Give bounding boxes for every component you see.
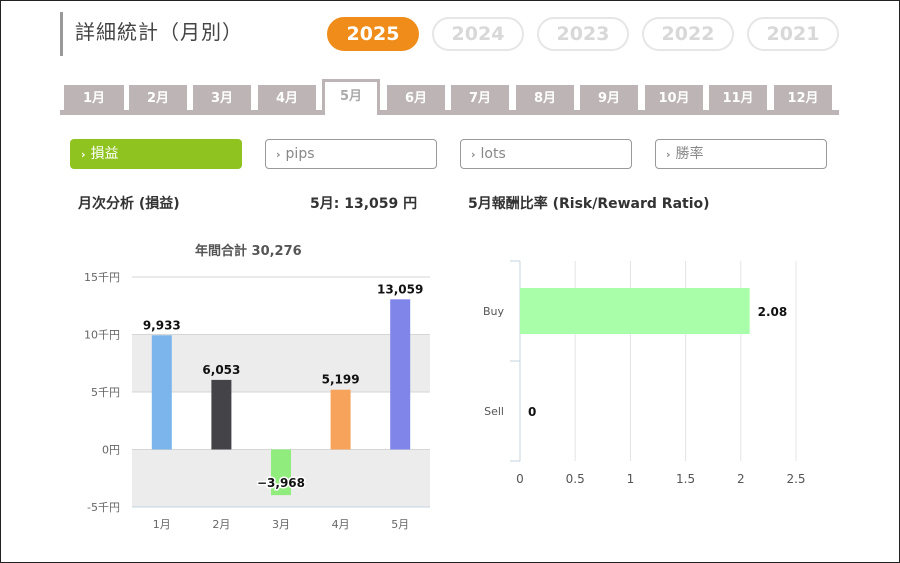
y-tick-label: Sell (484, 405, 504, 418)
data-label: 9,933 (143, 318, 181, 332)
x-tick-label: 3月 (272, 518, 290, 531)
x-tick-label: 1 (627, 472, 635, 486)
tab-month-2[interactable]: 2月 (129, 85, 187, 112)
metric-tab-pips[interactable]: › pips (265, 139, 437, 169)
bar (390, 299, 411, 450)
tab-month-3[interactable]: 3月 (193, 85, 251, 112)
tab-month-8[interactable]: 8月 (516, 85, 574, 112)
x-tick-label: 0.5 (566, 472, 585, 486)
metric-tab-lots[interactable]: › lots (460, 139, 632, 169)
x-tick-label: 5月 (391, 518, 409, 531)
data-label: 0 (528, 405, 536, 419)
tab-month-10[interactable]: 10月 (645, 85, 703, 112)
year-button-2022[interactable]: 2022 (642, 17, 734, 51)
data-label: 2.08 (758, 305, 788, 319)
tab-month-5[interactable]: 5月 (322, 79, 380, 115)
y-tick-label: 10千円 (84, 329, 120, 342)
tab-month-9[interactable]: 9月 (580, 85, 638, 112)
y-tick-label: Buy (483, 305, 505, 318)
data-label: −3,968 (257, 476, 305, 490)
page-title: 詳細統計（月別） (75, 20, 243, 44)
chevron-right-icon: › (471, 148, 476, 161)
tab-month-7[interactable]: 7月 (451, 85, 509, 112)
x-tick-label: 2 (737, 472, 745, 486)
monthly-profit-chart: 15千円 10千円 5千円 0円 -5千円 9,933 1月 6,053 2月 −3,968 3月 5… (84, 271, 430, 531)
y-tick-label: 5千円 (91, 386, 120, 399)
chevron-right-icon: › (81, 148, 86, 161)
risk-reward-chart: 0 0.5 1 1.5 2 2.5 Buy 2.08 Sell 0 (483, 260, 806, 486)
x-tick-label: 2月 (212, 518, 230, 531)
x-tick-label: 1月 (153, 518, 171, 531)
metric-tab-profit[interactable]: › 損益 (70, 139, 242, 169)
y-tick-label: 0円 (102, 444, 120, 457)
year-button-2023[interactable]: 2023 (537, 17, 629, 51)
bar (520, 288, 750, 334)
annual-total-title: 年間合計 30,276 (195, 244, 302, 259)
plot-band (132, 334, 430, 392)
metric-tab-label: lots (480, 146, 506, 162)
year-button-2025[interactable]: 2025 (327, 17, 419, 51)
data-label: 13,059 (377, 282, 423, 296)
data-label: 6,053 (202, 363, 240, 377)
tab-month-6[interactable]: 6月 (387, 85, 445, 112)
x-tick-label: 2.5 (786, 472, 805, 486)
tab-month-1[interactable]: 1月 (64, 85, 124, 112)
year-button-2024[interactable]: 2024 (432, 17, 524, 51)
page-title-bar: 詳細統計（月別） (60, 12, 243, 56)
metric-tab-winrate[interactable]: › 勝率 (655, 139, 827, 169)
chevron-right-icon: › (666, 148, 671, 161)
x-tick-label: 0 (516, 472, 524, 486)
bar (271, 449, 291, 496)
tab-month-4[interactable]: 4月 (258, 85, 316, 112)
metric-tab-label: 損益 (90, 146, 119, 162)
y-tick-label: -5千円 (87, 501, 120, 514)
x-tick-label: 4月 (332, 518, 350, 531)
bar (211, 379, 232, 450)
tab-month-12[interactable]: 12月 (774, 85, 832, 112)
chevron-right-icon: › (276, 148, 281, 161)
tab-month-11[interactable]: 11月 (709, 85, 767, 112)
x-tick-label: 1.5 (676, 472, 695, 486)
data-label: 5,199 (322, 373, 360, 387)
metric-tab-label: pips (285, 146, 315, 162)
month-tab-strip (60, 110, 839, 115)
year-button-2021[interactable]: 2021 (747, 17, 839, 51)
metric-tab-label: 勝率 (675, 146, 704, 162)
bar (330, 389, 351, 450)
monthly-analysis-label: 月次分析 (損益) (78, 196, 180, 212)
bar (151, 335, 172, 450)
risk-reward-label: 5月報酬比率 (Risk/Reward Ratio) (468, 196, 710, 212)
month-total-value: 5月: 13,059 円 (310, 196, 418, 212)
y-tick-label: 15千円 (84, 271, 120, 284)
